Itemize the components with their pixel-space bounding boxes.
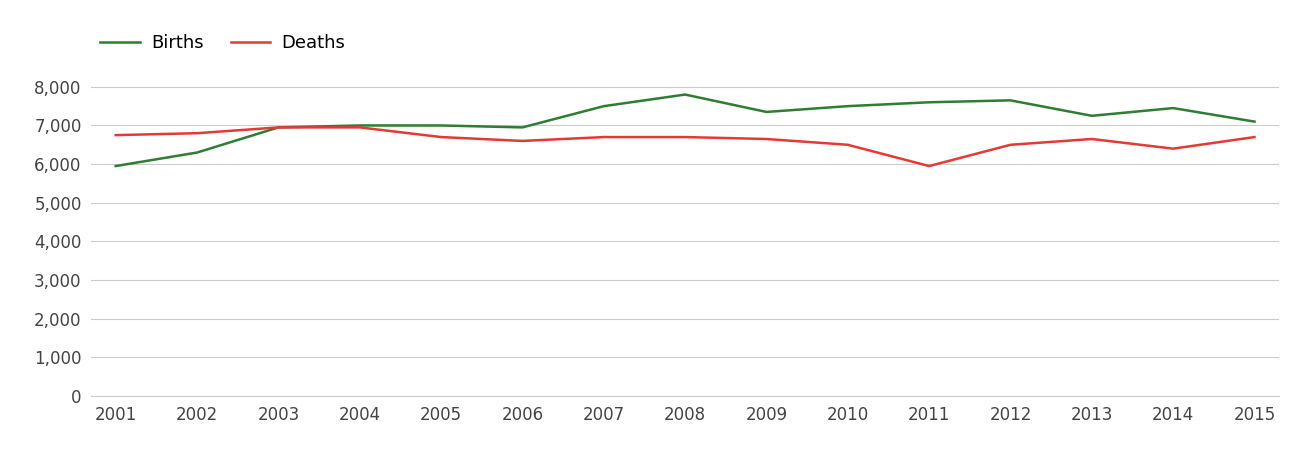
Births [270,125,286,130]
Deaths [1002,142,1018,148]
Births [596,104,612,109]
Deaths [108,132,124,138]
Deaths [189,130,205,136]
Line: Deaths: Deaths [116,127,1254,166]
Deaths [758,136,774,142]
Births [840,104,856,109]
Deaths [840,142,856,148]
Births [514,125,530,130]
Deaths [596,135,612,140]
Legend: Births, Deaths: Births, Deaths [100,34,345,52]
Deaths [1246,135,1262,140]
Births [1084,113,1100,118]
Births [108,163,124,169]
Deaths [352,125,368,130]
Births [921,99,937,105]
Births [433,123,449,128]
Births [1165,105,1181,111]
Deaths [677,135,693,140]
Births [1002,98,1018,103]
Deaths [514,138,530,144]
Line: Births: Births [116,94,1254,166]
Births [189,150,205,155]
Deaths [270,125,286,130]
Deaths [433,135,449,140]
Deaths [921,163,937,169]
Births [1246,119,1262,124]
Births [352,123,368,128]
Deaths [1165,146,1181,151]
Deaths [1084,136,1100,142]
Births [758,109,774,115]
Births [677,92,693,97]
